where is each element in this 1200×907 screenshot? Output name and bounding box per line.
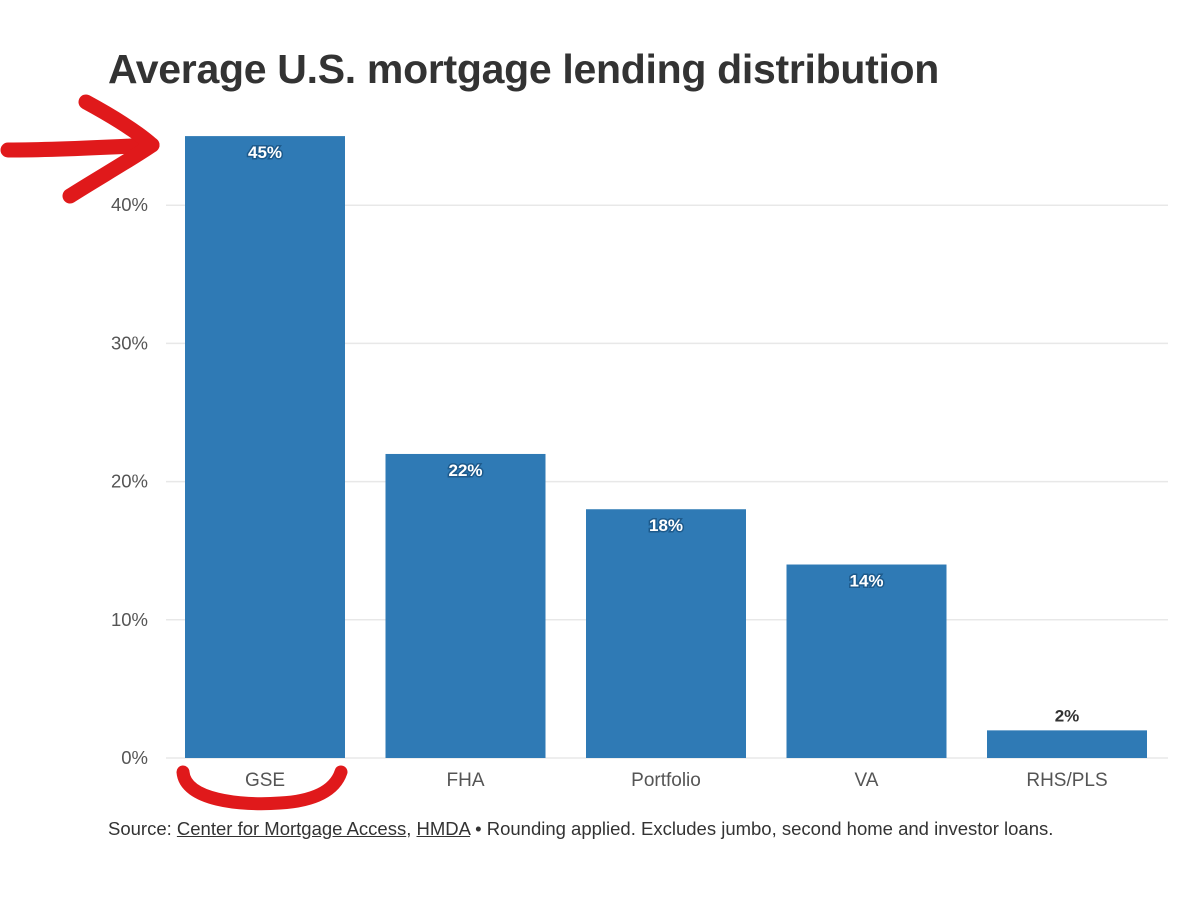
x-tick-label: Portfolio <box>631 770 701 791</box>
bar-rhs-pls <box>987 730 1147 758</box>
x-tick-label: GSE <box>245 770 285 791</box>
y-tick-label: 30% <box>111 332 148 353</box>
source-footnote: Rounding applied. Excludes jumbo, second… <box>486 818 1054 839</box>
y-tick-label: 20% <box>111 471 148 492</box>
data-label: 22% <box>448 461 482 480</box>
y-axis-ticks: 0% 10% 20% 30% 40% <box>111 194 148 768</box>
data-label: 45% <box>248 143 282 162</box>
bars <box>185 136 1147 759</box>
source-bullet: • <box>469 818 487 839</box>
y-tick-label: 10% <box>111 609 148 630</box>
data-label: 14% <box>849 572 883 591</box>
source-comma: , <box>406 818 417 839</box>
x-tick-label: RHS/PLS <box>1026 770 1107 791</box>
data-label: 18% <box>649 516 683 535</box>
x-tick-label: FHA <box>447 770 485 791</box>
x-tick-label: VA <box>855 770 879 791</box>
bar-portfolio <box>586 509 746 758</box>
bar-va <box>786 564 947 758</box>
data-label: 2% <box>1055 706 1080 725</box>
chart-title: Average U.S. mortgage lending distributi… <box>108 46 940 92</box>
x-axis-ticks: GSE FHA Portfolio VA RHS/PLS <box>245 770 1108 791</box>
data-labels: 45% 22% 18% 14% 2% <box>246 142 1080 726</box>
source-link-center-for-mortgage-access[interactable]: Center for Mortgage Access <box>176 818 407 839</box>
y-tick-label: 0% <box>121 747 148 768</box>
bar-gse <box>185 136 345 759</box>
y-tick-label: 40% <box>111 194 148 215</box>
bar-fha <box>385 453 546 758</box>
source-note: Source: Center for Mortgage Access, HMDA… <box>108 818 1053 840</box>
source-link-hmda[interactable]: HMDA <box>416 818 470 839</box>
source-prefix: Source: <box>108 818 177 839</box>
